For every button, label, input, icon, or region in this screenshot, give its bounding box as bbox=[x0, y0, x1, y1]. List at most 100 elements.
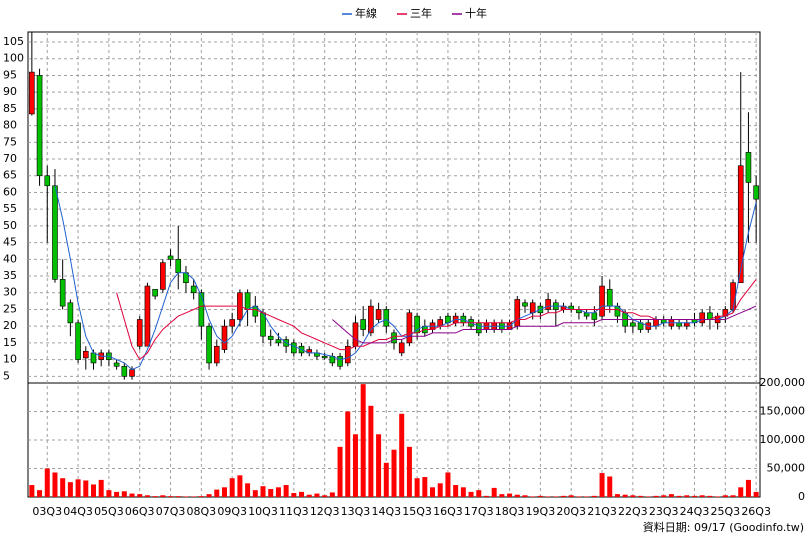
volume-bar bbox=[252, 490, 258, 497]
volume-bar bbox=[699, 495, 705, 497]
volume-bar bbox=[129, 493, 135, 497]
y-tick-label: 60 bbox=[3, 185, 17, 198]
candle-body bbox=[75, 322, 81, 360]
volume-bar bbox=[476, 490, 482, 497]
volume-bar bbox=[345, 411, 351, 497]
volume-bar bbox=[314, 493, 320, 497]
x-tick-label: 18Q3 bbox=[495, 505, 525, 518]
volume-bar bbox=[561, 495, 567, 497]
volume-bar bbox=[622, 494, 628, 497]
y-tick-label: 80 bbox=[3, 119, 17, 132]
candle-body bbox=[398, 342, 405, 354]
volume-bar bbox=[653, 495, 659, 497]
y-tick-label: 45 bbox=[3, 236, 17, 249]
candle-body bbox=[475, 322, 482, 334]
candle-body bbox=[737, 165, 744, 284]
plot-frame bbox=[27, 31, 761, 498]
volume-bar bbox=[168, 496, 174, 497]
candle-body bbox=[699, 312, 706, 324]
x-tick-label: 16Q3 bbox=[433, 505, 463, 518]
volume-bar bbox=[214, 489, 220, 497]
candle-body bbox=[368, 305, 374, 334]
volume-bar bbox=[198, 496, 204, 497]
x-tick-label: 12Q3 bbox=[310, 505, 340, 518]
volume-bar bbox=[707, 495, 713, 497]
x-tick-label: 25Q3 bbox=[710, 505, 740, 518]
volume-bar bbox=[83, 480, 89, 497]
volume-bar bbox=[676, 495, 682, 497]
legend-label: 十年 bbox=[465, 6, 487, 20]
y-tick-label: 95 bbox=[3, 68, 17, 81]
volume-bar bbox=[630, 495, 636, 497]
candle-body bbox=[221, 325, 228, 350]
candle-body bbox=[291, 342, 297, 354]
candle-body bbox=[630, 322, 636, 327]
x-tick-label: 13Q3 bbox=[341, 505, 371, 518]
volume-bar bbox=[121, 491, 127, 497]
volume-bar bbox=[383, 462, 389, 497]
volume-bar bbox=[368, 405, 374, 497]
candle-body bbox=[136, 319, 143, 347]
volume-bar bbox=[221, 487, 227, 497]
x-tick-label: 07Q3 bbox=[156, 505, 186, 518]
volume-bar bbox=[668, 494, 674, 497]
volume-bar bbox=[738, 487, 744, 497]
candle-body bbox=[391, 332, 397, 344]
volume-bar bbox=[152, 496, 158, 497]
volume-bar bbox=[745, 479, 751, 497]
volume-bar bbox=[514, 494, 520, 497]
y-tick-label: 15 bbox=[3, 336, 17, 349]
volume-bar bbox=[322, 495, 328, 497]
volume-bar bbox=[44, 468, 50, 497]
y-tick-label: 5 bbox=[3, 369, 10, 382]
x-tick-label: 22Q3 bbox=[618, 505, 648, 518]
volume-bar bbox=[283, 485, 289, 497]
volume-bar bbox=[507, 493, 513, 497]
volume-bar bbox=[299, 491, 305, 497]
candle-body bbox=[267, 335, 274, 340]
legend: 年線 三年 十年 bbox=[342, 6, 487, 20]
volume-bar bbox=[453, 485, 459, 497]
candle-body bbox=[175, 259, 182, 273]
volume-bar bbox=[306, 494, 312, 497]
volume-bar bbox=[29, 485, 35, 497]
volume-bar bbox=[60, 478, 66, 497]
volume-bar bbox=[137, 494, 143, 497]
candle-body bbox=[275, 339, 282, 344]
y2-tick-label: 200,000 bbox=[760, 376, 806, 389]
candle-body bbox=[90, 352, 97, 364]
candle-body bbox=[406, 312, 413, 344]
candle-body bbox=[144, 285, 151, 347]
candle-body bbox=[753, 185, 759, 200]
candle-body bbox=[36, 75, 43, 177]
y2-tick-label: 100,000 bbox=[760, 433, 806, 446]
candle-body bbox=[160, 262, 166, 290]
volume-bar bbox=[645, 496, 651, 497]
volume-bar bbox=[360, 384, 366, 497]
candle-body bbox=[529, 302, 536, 314]
volume-bar bbox=[445, 472, 451, 497]
x-tick-label: 26Q3 bbox=[741, 505, 771, 518]
x-tick-label: 08Q3 bbox=[187, 505, 217, 518]
x-tick-label: 14Q3 bbox=[371, 505, 401, 518]
volume-bar bbox=[106, 490, 112, 497]
y-tick-label: 10 bbox=[3, 353, 17, 366]
candle-body bbox=[121, 365, 128, 377]
volume-bar bbox=[483, 495, 489, 497]
volume-bar bbox=[684, 495, 690, 497]
candle-body bbox=[244, 292, 251, 310]
x-tick-label: 20Q3 bbox=[556, 505, 586, 518]
volume-bar bbox=[90, 484, 96, 497]
candle-body bbox=[591, 312, 598, 320]
candle-body bbox=[514, 299, 521, 327]
candle-body bbox=[52, 185, 58, 280]
y2-tick-label: 50,000 bbox=[767, 462, 806, 475]
volume-bar bbox=[329, 492, 335, 497]
candle-body bbox=[206, 325, 212, 364]
ma-line bbox=[332, 305, 757, 344]
volume-bar bbox=[175, 496, 181, 497]
volume-bar bbox=[591, 495, 597, 497]
volume-bar bbox=[661, 495, 667, 497]
volume-bar bbox=[530, 496, 536, 497]
